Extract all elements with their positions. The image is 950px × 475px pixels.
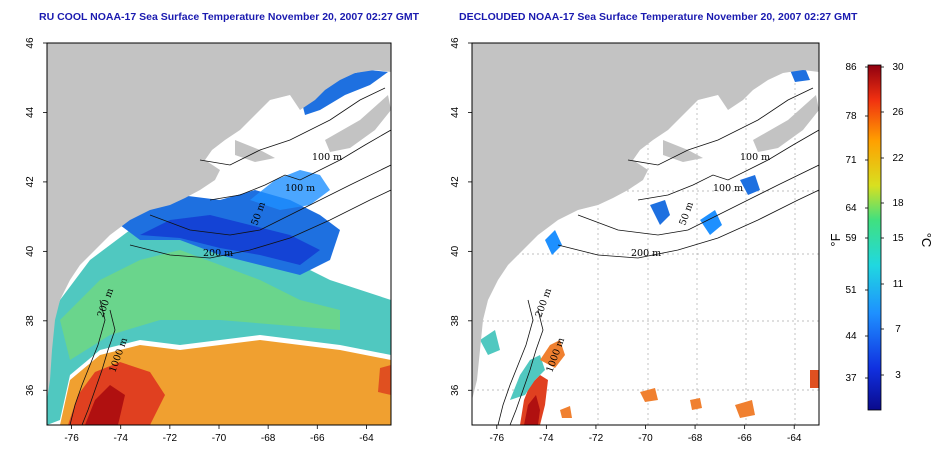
celsius-tick-label: 26 <box>892 107 904 118</box>
fahrenheit-tick-label: 78 <box>845 111 857 122</box>
contour-label: 100 m <box>713 183 743 194</box>
fahrenheit-tick-label: 64 <box>845 203 857 214</box>
right-lat-tick-label: 38 <box>450 315 461 327</box>
right-lat-tick-label: 44 <box>450 106 461 118</box>
celsius-tick-label: 11 <box>893 279 904 290</box>
celsius-tick-label: 3 <box>895 370 901 381</box>
left-lat-tick-label: 36 <box>25 384 36 396</box>
colorbar-gradient <box>867 64 882 411</box>
fahrenheit-tick-label: 51 <box>845 285 857 296</box>
left-lat-tick-label: 44 <box>25 106 36 118</box>
right-lat-tick-label: 42 <box>450 176 461 188</box>
right-lon-tick-label: -72 <box>589 433 604 444</box>
contour-label: 200 m <box>203 248 233 259</box>
left-lon-tick-label: -76 <box>64 433 79 444</box>
right-lon-tick-label: -68 <box>688 433 703 444</box>
right-lon-tick-label: -64 <box>787 433 802 444</box>
left-lat-tick-label: 46 <box>25 37 36 49</box>
left-lon-tick-label: -72 <box>163 433 178 444</box>
fahrenheit-tick-label: 37 <box>845 373 857 384</box>
left-lon-tick-label: -70 <box>212 433 227 444</box>
celsius-tick-label: 7 <box>895 324 901 335</box>
contour-label: 100 m <box>740 152 770 163</box>
right-lon-tick-label: -76 <box>490 433 505 444</box>
celsius-tick-label: 18 <box>892 198 904 209</box>
right-lat-tick-label: 36 <box>450 384 461 396</box>
fahrenheit-unit-label: °F <box>828 233 843 246</box>
right-lon-tick-label: -66 <box>737 433 752 444</box>
fahrenheit-tick-label: 44 <box>845 331 857 342</box>
left-lon-tick-label: -74 <box>113 433 128 444</box>
right-lat-tick-label: 46 <box>450 37 461 49</box>
contour-label: 100 m <box>285 183 315 194</box>
left-lat-tick-label: 42 <box>25 176 36 188</box>
land-right <box>472 43 819 400</box>
left-map: 100 m 100 m 50 m 200 m 200 m 1000 m <box>46 42 392 426</box>
land-left <box>47 43 391 400</box>
celsius-tick-label: 30 <box>892 62 904 73</box>
contour-label: 200 m <box>631 248 661 259</box>
right-map: 100 m 100 m 50 m 200 m 200 m 1000 m <box>471 42 820 426</box>
right-map-title: DECLOUDED NOAA-17 Sea Surface Temperatur… <box>459 11 858 23</box>
right-lon-tick-label: -70 <box>638 433 653 444</box>
left-lon-tick-label: -66 <box>310 433 325 444</box>
contour-label: 100 m <box>312 152 342 163</box>
right-lon-tick-label: -74 <box>539 433 554 444</box>
fahrenheit-tick-label: 59 <box>845 233 857 244</box>
left-lon-tick-label: -68 <box>261 433 276 444</box>
celsius-tick-label: 22 <box>892 153 904 164</box>
celsius-unit-label: °C <box>919 233 934 248</box>
fahrenheit-tick-label: 86 <box>845 62 857 73</box>
left-lon-tick-label: -64 <box>359 433 374 444</box>
left-lat-tick-label: 40 <box>25 245 36 257</box>
left-lat-tick-label: 38 <box>25 315 36 327</box>
colorbar: 86 78 71 64 59 51 44 37 30 26 22 18 15 11 7 3 °F °C <box>828 62 934 411</box>
fahrenheit-tick-label: 71 <box>845 155 857 166</box>
right-lat-tick-label: 40 <box>450 245 461 257</box>
celsius-tick-label: 15 <box>892 233 904 244</box>
left-map-title: RU COOL NOAA-17 Sea Surface Temperature … <box>39 11 420 23</box>
